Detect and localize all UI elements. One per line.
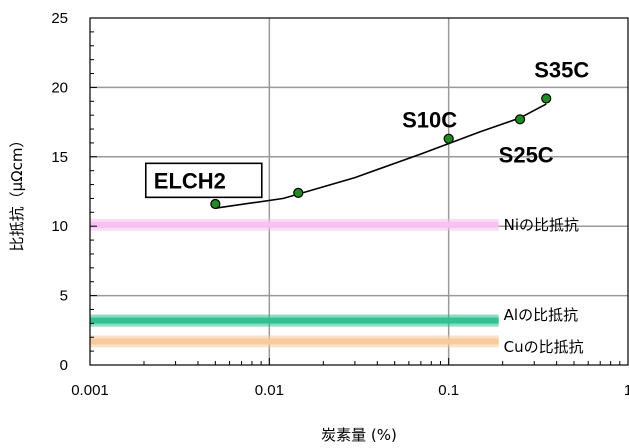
y-tick-label: 20	[51, 79, 68, 96]
y-axis-label: 比抵抗（μΩcm）	[8, 133, 26, 252]
annotation-label: S25C	[499, 142, 554, 167]
annotation-label: S35C	[534, 58, 589, 83]
y-tick-label: 25	[51, 10, 68, 27]
reference-band-label: Niの比抵抗	[504, 216, 579, 234]
x-tick-label: 0.01	[255, 382, 284, 399]
data-point	[541, 93, 552, 104]
axes	[89, 17, 629, 366]
data-point	[443, 133, 454, 144]
reference-band-core	[90, 221, 499, 228]
reference-band-label: Cuの比抵抗	[504, 338, 584, 356]
reference-band-core	[90, 338, 499, 345]
x-tick-label: 0.001	[71, 382, 109, 399]
y-tick-label: 10	[51, 218, 68, 235]
x-tick-label: 0.1	[438, 382, 459, 399]
data-point	[293, 187, 304, 198]
y-tick-label: 0	[60, 357, 68, 374]
annotation-label: ELCH2	[154, 168, 226, 193]
data-point	[210, 198, 221, 210]
annotation-box	[144, 162, 263, 199]
plot-frame	[89, 17, 629, 366]
data-points	[210, 93, 552, 210]
x-tick-label: 1	[624, 382, 629, 399]
annotation-label: S10C	[402, 108, 457, 133]
data-point	[514, 114, 526, 125]
y-tick-label: 15	[51, 149, 68, 166]
reference-band-core	[90, 317, 499, 324]
y-tick-label: 5	[60, 288, 68, 305]
x-axis-label: 炭素量 (%)	[321, 426, 397, 444]
reference-bands: Niの比抵抗 Alの比抵抗 Cuの比抵抗	[90, 216, 584, 356]
annotations: ELCH2 S10C S25C S35C	[144, 58, 589, 199]
reference-band-label: Alの比抵抗	[504, 306, 578, 324]
